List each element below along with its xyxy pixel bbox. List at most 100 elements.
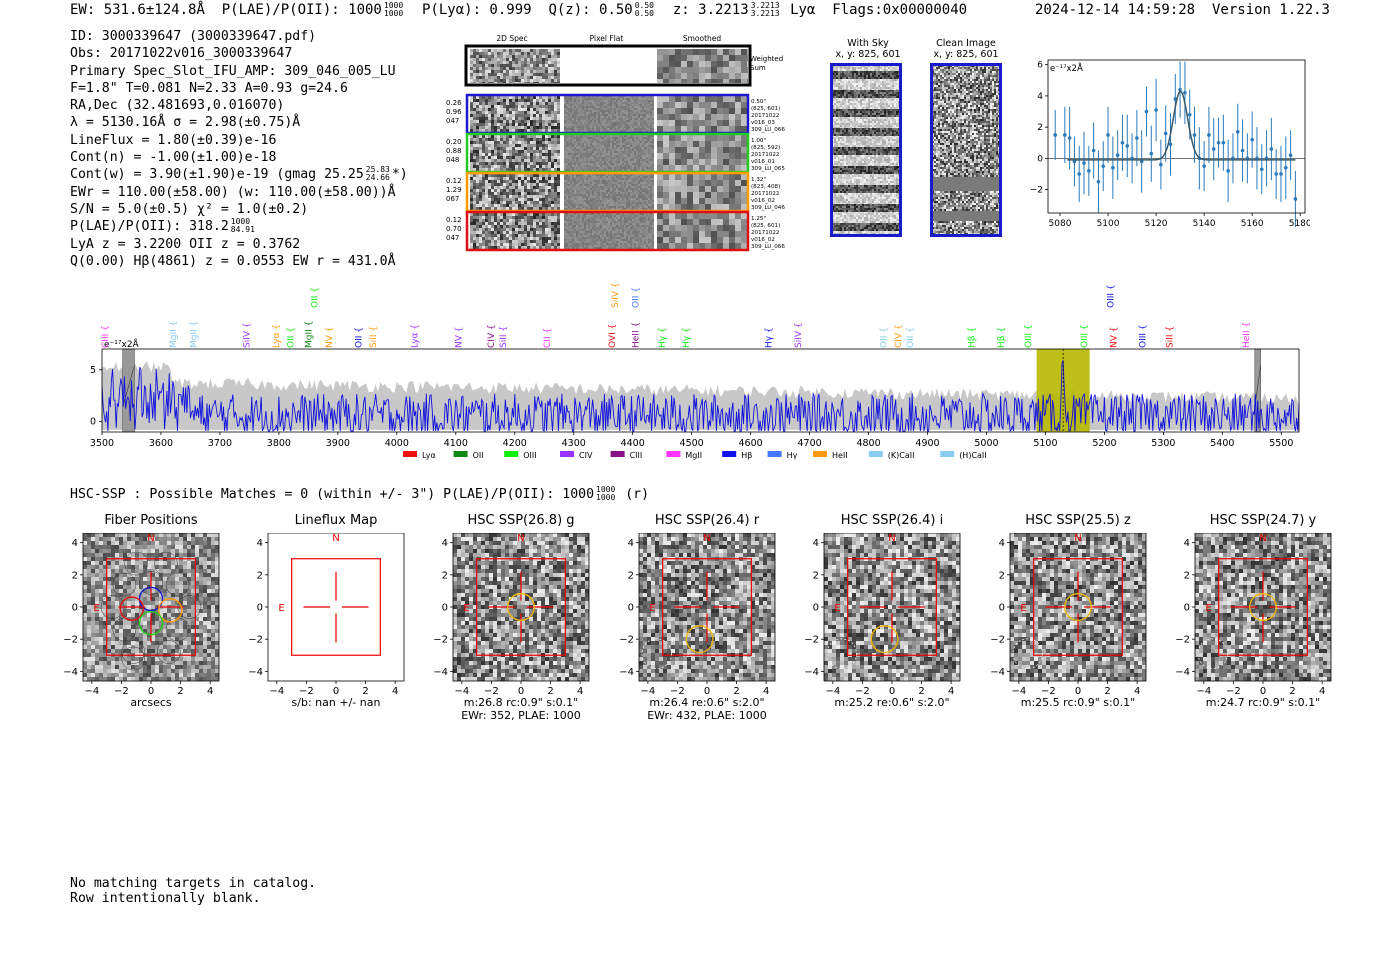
hsc-caption-line: EWr: 432, PLAE: 1000	[609, 709, 805, 722]
hsc-caption-line: m:24.7 rc:0.9" s:0.1"	[1165, 696, 1361, 709]
spectrum-line-label: NV {	[1109, 327, 1119, 348]
east-marker: E	[1020, 603, 1026, 614]
east-marker: E	[1205, 603, 1211, 614]
spec2d-row-meta: v016_01	[751, 159, 775, 165]
hsc-source-circle	[685, 625, 714, 654]
hsc-x-tick: 2	[362, 686, 368, 697]
zoom-data-point	[1077, 145, 1082, 203]
hsc-y-tick: 0	[999, 603, 1005, 614]
hsc-y-tick: −2	[1175, 635, 1190, 646]
spec2d-row-meta: 20171022	[751, 152, 779, 158]
hsc-panel-caption: m:26.8 rc:0.9" s:0.1" EWr: 352, PLAE: 100…	[423, 696, 619, 722]
spec2d-row-meta: 309_LU_065	[751, 166, 785, 172]
hsc-panel-caption: m:25.2 re:0.6" s:2.0"	[794, 696, 990, 709]
spec2d-row-meta: 309_LU_066	[751, 244, 785, 250]
spectrum-line-label: OVI {	[608, 324, 618, 348]
spec2d-smoothed	[657, 174, 748, 210]
spec2d-row-meta: 20171022	[751, 191, 779, 197]
spec2d-row-meta: 309_LU_066	[751, 127, 785, 133]
spec2d-row-meta: 0.50"	[751, 99, 766, 105]
spec2d-pixel-flat	[564, 213, 654, 249]
zoom-y-tick: 4	[1037, 92, 1043, 102]
sky-cutout-header: With Sky x, y: 825, 601	[822, 38, 914, 60]
hsc-aperture-box	[662, 558, 752, 656]
hsc-panel-title: HSC SSP(24.7) y	[1165, 513, 1361, 528]
hsc-x-tick: 0	[704, 686, 710, 697]
timestamp: 2024-12-14 14:59:28	[1035, 2, 1195, 18]
zoom-data-point	[1120, 114, 1125, 171]
hsc-caption-line: m:25.5 rc:0.9" s:0.1"	[980, 696, 1176, 709]
sky-cutout-image	[830, 63, 902, 237]
spec2d-row-stat: 0.26	[446, 99, 462, 107]
hsc-x-tick: 4	[948, 686, 954, 697]
hsc-panel-title: HSC SSP(26.8) g	[423, 513, 619, 528]
spec2d-row-stat: 047	[446, 234, 459, 242]
hsc-x-tick: 0	[1260, 686, 1266, 697]
hsc-y-tick: −4	[433, 667, 448, 678]
spectrum-line-label: MgII {	[189, 321, 199, 348]
spectrum-x-tick: 3700	[208, 438, 232, 449]
hsc-x-tick: −4	[454, 686, 469, 697]
spec2d-col-title: Pixel Flat	[590, 34, 624, 43]
spectrum-line-label: OII {	[287, 327, 297, 348]
hsc-y-tick: −4	[990, 667, 1005, 678]
hsc-caption-line: m:26.4 re:0.6" s:2.0"	[609, 696, 805, 709]
sky-band	[832, 128, 900, 136]
hsc-panel-image: N E −4 −4 −2 −2 0 0 2 2 4 4	[433, 533, 590, 697]
spec2d-smoothed	[657, 213, 748, 249]
spectrum-legend-item: CIV	[560, 451, 593, 460]
hsc-y-tick: 2	[628, 570, 634, 581]
hsc-caption-line: arcsecs	[53, 696, 249, 709]
hsc-panel-title: HSC SSP(25.5) z	[980, 513, 1176, 528]
hsc-y-tick: 2	[1184, 570, 1190, 581]
hsc-x-tick: −2	[114, 686, 129, 697]
hsc-caption-line: s/b: nan +/- nan	[238, 696, 434, 709]
spec2d-row-meta: 1.00"	[751, 138, 766, 144]
contw-fraction: 25.83 24.66	[366, 166, 390, 182]
zoom-data-point	[1091, 122, 1096, 179]
hsc-panel-title: Lineflux Map	[238, 513, 434, 528]
hsc-noise	[824, 533, 960, 681]
plae-fraction: 1000 1000	[384, 2, 403, 18]
z-line: Lyα	[790, 2, 815, 18]
spectrum-x-tick: 4300	[562, 438, 586, 449]
spectrum-line-label: SiII {	[369, 326, 379, 348]
spectrum-line-label: OII {	[906, 327, 916, 348]
info-lines: ID: 3000339647 (3000339647.pdf) Obs: 2017…	[70, 28, 408, 166]
hsc-y-tick: −2	[804, 635, 819, 646]
east-marker: E	[93, 603, 99, 614]
hsc-caption-line: m:25.2 re:0.6" s:2.0"	[794, 696, 990, 709]
zoom-data-point	[1235, 103, 1240, 160]
hsc-x-tick: 4	[1134, 686, 1140, 697]
zoom-x-tick: 5180	[1289, 219, 1310, 229]
hsc-aperture-box	[847, 558, 937, 656]
spectrum-line-label: SiII {	[1165, 326, 1175, 348]
spectrum-masked-region	[122, 348, 135, 433]
hsc-x-tick: −2	[1226, 686, 1241, 697]
spectrum-legend-item: (K)CaII	[868, 451, 915, 460]
hsc-crosshair	[1230, 571, 1296, 643]
qz-label: Q(z): 0.50	[548, 2, 632, 18]
hsc-y-tick: 4	[257, 538, 263, 549]
hsc-source-circle	[1249, 593, 1277, 621]
info-line: Q(0.00) Hβ(4861) z = 0.0553 EW r = 431.0…	[70, 253, 408, 270]
spec2d-graphic: 2D Spec Pixel Flat Smoothed Weighted Sum 0.26…	[446, 34, 785, 252]
plae2-fraction: 1000 84.91	[231, 218, 255, 234]
clean-noise	[932, 65, 1000, 235]
spectrum-line-label: MgII {	[169, 321, 179, 348]
hsc-y-tick: 2	[72, 570, 78, 581]
spec2d-row-meta: v016_03	[751, 120, 775, 126]
info-line: EWr = 110.00(±58.00) (w: 110.00(±58.00))…	[70, 184, 408, 201]
spec2d-pixel-flat	[564, 96, 654, 132]
clean-subtitle: x, y: 825, 601	[920, 49, 1012, 60]
sky-band	[832, 185, 900, 193]
spec2d-raw	[470, 174, 560, 210]
east-marker: E	[463, 603, 469, 614]
ew-value: EW: 531.6±124.8Å	[70, 2, 205, 18]
hsc-panel-image: N E −4 −4 −2 −2 0 0 2 2 4 4	[990, 533, 1147, 697]
hsc-source-circle	[1064, 593, 1092, 621]
spec2d-row-stat: 0.88	[446, 147, 462, 155]
spectrum-x-tick: 3500	[90, 438, 114, 449]
zoom-data-point	[1288, 130, 1293, 181]
hsc-panel-caption: m:26.4 re:0.6" s:2.0" EWr: 432, PLAE: 100…	[609, 696, 805, 722]
